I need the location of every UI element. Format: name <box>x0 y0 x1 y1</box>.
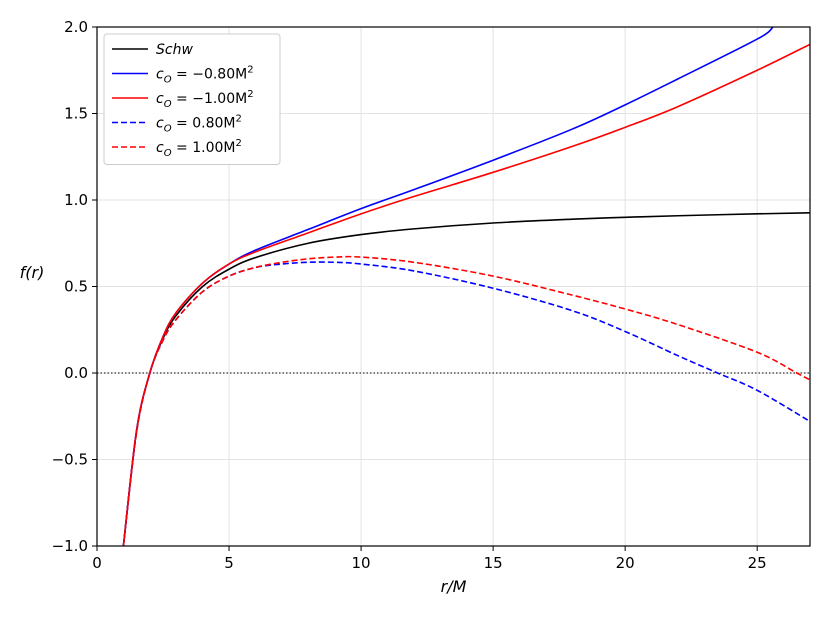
x-axis-label: r/M <box>441 577 467 596</box>
legend-label: cO = −0.80M2 <box>156 65 254 86</box>
y-tick-label: −0.5 <box>52 451 88 469</box>
y-tick-label: 0.0 <box>64 364 88 382</box>
legend-box <box>103 33 281 165</box>
y-tick-label: −1.0 <box>52 537 88 555</box>
series-line-4 <box>122 255 810 546</box>
y-tick-label: 1.0 <box>64 191 88 209</box>
y-axis-label: f(r) <box>20 263 45 282</box>
series-group <box>122 27 810 546</box>
legend-label: cO = 1.00M2 <box>156 138 242 159</box>
legend-label: cO = 0.80M2 <box>156 114 242 135</box>
x-axis-ticks: 0 5 10 15 20 25 <box>92 546 767 572</box>
legend-label: cO = −1.00M2 <box>156 89 254 110</box>
x-tick-label: 10 <box>352 554 371 572</box>
series-line-0 <box>122 212 810 546</box>
x-tick-label: 0 <box>92 554 102 572</box>
series-line-2 <box>122 43 810 546</box>
series-line-3 <box>122 261 810 546</box>
x-tick-label: 20 <box>616 554 635 572</box>
y-axis-ticks: −1.0 −0.5 0.0 0.5 1.0 1.5 2.0 <box>52 18 97 555</box>
y-tick-label: 1.5 <box>64 105 88 123</box>
y-tick-label: 0.5 <box>64 278 88 296</box>
legend: Schw cO = −0.80M2 cO = −1.00M2 cO = 0.80M2 c… <box>103 33 281 165</box>
y-tick-label: 2.0 <box>64 18 88 36</box>
x-tick-label: 25 <box>748 554 767 572</box>
legend-label: Schw <box>156 42 193 58</box>
x-tick-label: 5 <box>224 554 234 572</box>
x-tick-label: 15 <box>484 554 503 572</box>
